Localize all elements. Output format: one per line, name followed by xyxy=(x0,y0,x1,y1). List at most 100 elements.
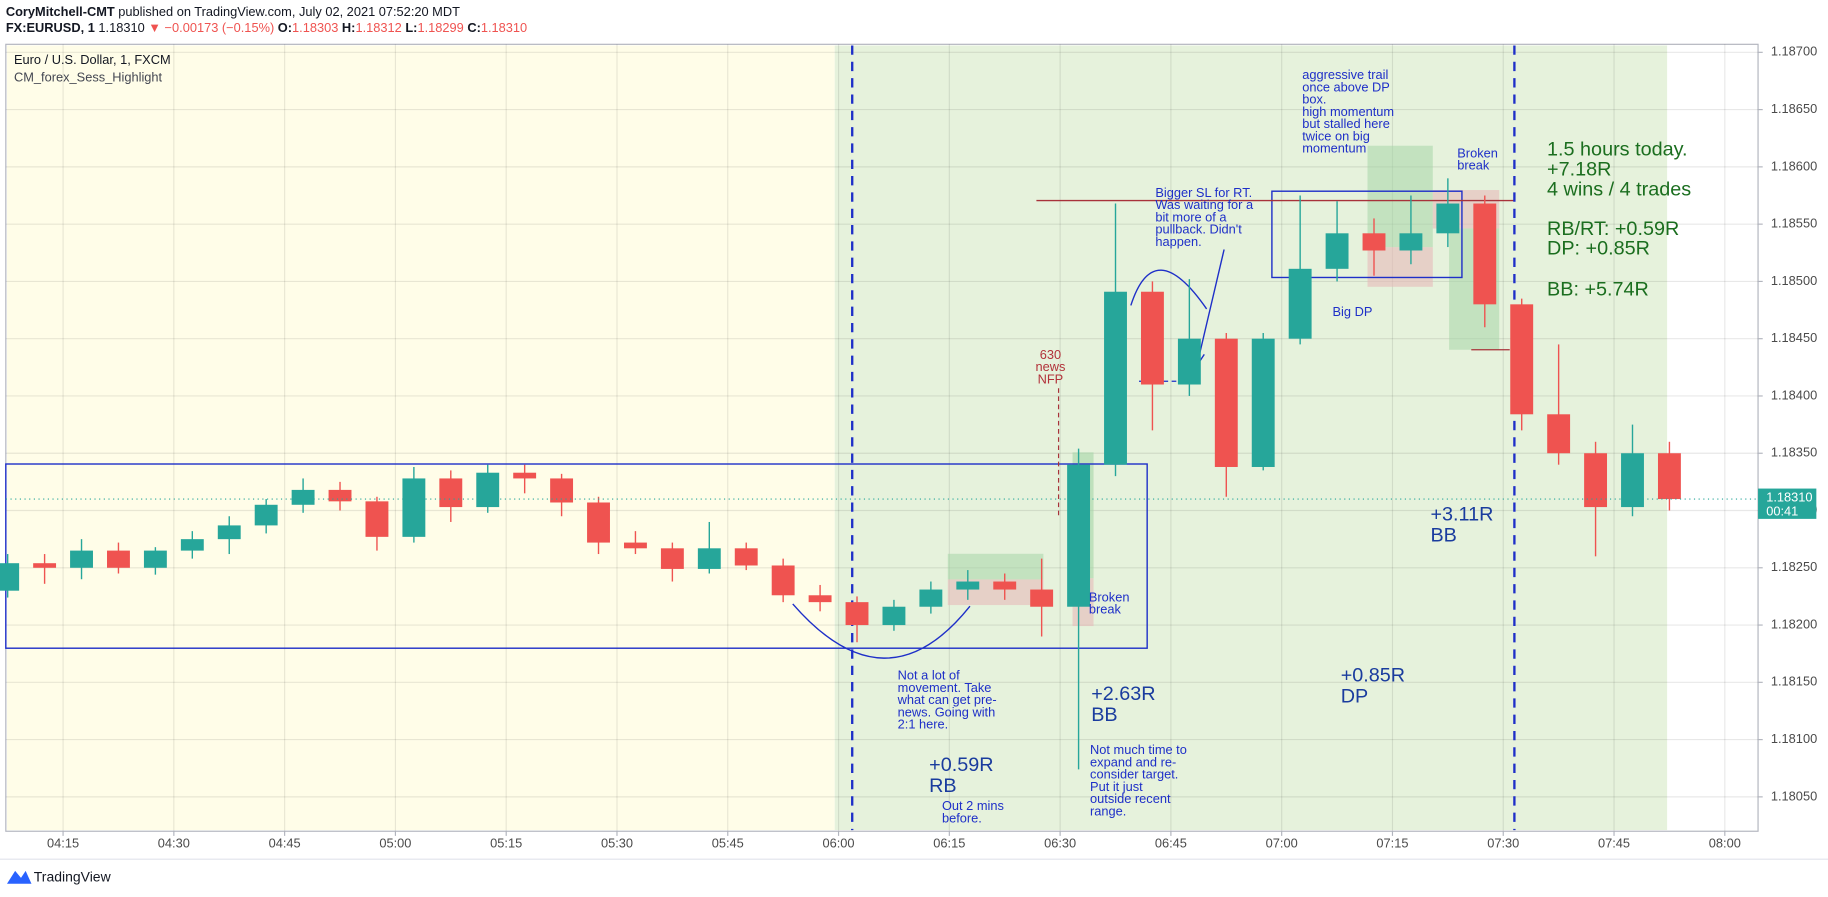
annotation-line: news. Going with xyxy=(898,704,996,719)
x-tick-label: 08:00 xyxy=(1709,835,1741,850)
countdown-label: 00:41 xyxy=(1766,503,1798,518)
x-tick-label: 06:30 xyxy=(1044,835,1076,850)
target-box xyxy=(947,553,1044,580)
candle-body xyxy=(1473,203,1497,305)
x-tick-label: 04:30 xyxy=(158,835,190,850)
annotation-line: +2.63R xyxy=(1091,683,1155,705)
annotation-line: 2:1 here. xyxy=(898,717,949,732)
annotation-line: but stalled here xyxy=(1302,116,1390,131)
annotation-line: momentum xyxy=(1302,141,1366,156)
candle-body xyxy=(328,489,352,502)
chart-title: Euro / U.S. Dollar, 1, FXCM xyxy=(14,52,171,67)
annotation-line: 4 wins / 4 trades xyxy=(1547,178,1691,200)
annotation-line: Broken xyxy=(1457,145,1498,160)
annotation-line: Put it just xyxy=(1090,779,1143,794)
y-tick-label: 1.18350 xyxy=(1771,445,1817,460)
candle-body xyxy=(180,539,204,551)
ohlc-key: C: xyxy=(467,21,481,36)
x-tick-label: 04:15 xyxy=(47,835,79,850)
annotation-line: Out 2 mins xyxy=(942,798,1004,813)
candle-body xyxy=(882,606,906,626)
x-tick-label: 07:30 xyxy=(1487,835,1519,850)
candle-body xyxy=(402,478,426,537)
ohlc-key: H: xyxy=(342,21,356,36)
author: CoryMitchell-CMT xyxy=(6,4,115,19)
candle-body xyxy=(845,602,869,626)
candle-body xyxy=(1067,464,1091,607)
annotation-line: Broken xyxy=(1089,589,1130,604)
annotation-line: Big DP xyxy=(1333,304,1373,319)
candle-body xyxy=(513,472,537,479)
session-london xyxy=(834,45,1668,831)
x-tick-label: 07:45 xyxy=(1598,835,1630,850)
ohlc-value: 1.18303 xyxy=(292,21,338,36)
session-asia xyxy=(6,45,835,831)
annotation-line: pullback. Didn't xyxy=(1155,222,1242,237)
candle-body xyxy=(1510,304,1534,415)
candle-body xyxy=(1547,414,1571,454)
last-price-label: 1.18310 xyxy=(1766,489,1812,504)
candle-body xyxy=(697,548,721,569)
y-tick-label: 1.18450 xyxy=(1771,330,1817,345)
annotation-line: 1.5 hours today. xyxy=(1547,139,1688,161)
last: 1.18310 xyxy=(98,21,144,36)
candle-body xyxy=(1584,453,1608,508)
annotation-line: +7.18R xyxy=(1547,158,1611,180)
x-tick-label: 06:00 xyxy=(823,835,855,850)
stop-box xyxy=(1367,247,1433,287)
y-tick-label: 1.18700 xyxy=(1771,44,1817,59)
ohlc-key: L: xyxy=(405,21,417,36)
range-box xyxy=(5,463,1148,649)
candle-body xyxy=(143,550,167,568)
y-tick-label: 1.18250 xyxy=(1771,559,1817,574)
annotation-line: NFP xyxy=(1038,371,1064,386)
candle-body xyxy=(33,563,57,568)
annotation-line: 630 xyxy=(1040,347,1061,362)
annotation-line: BB: +5.74R xyxy=(1547,279,1649,301)
candle-body xyxy=(623,542,647,549)
target-box xyxy=(1367,145,1433,248)
x-tick-label: 06:45 xyxy=(1155,835,1187,850)
candle-body xyxy=(1104,291,1127,465)
candle-body xyxy=(993,581,1017,590)
candles xyxy=(0,178,1681,770)
candle-body xyxy=(1362,233,1386,251)
symbol-line: FX:EURUSD, 1 1.18310 ▼ −0.00173 (−0.15%)… xyxy=(6,21,527,36)
grid xyxy=(5,44,1759,832)
candle-body xyxy=(734,548,758,566)
candle-body xyxy=(1621,453,1644,508)
annotation-line: BB xyxy=(1430,525,1456,547)
y-tick-label: 1.18150 xyxy=(1771,674,1817,689)
ohlc-key: O: xyxy=(278,21,292,36)
y-tick-label: 1.18200 xyxy=(1771,616,1817,631)
annotation-line: box. xyxy=(1302,92,1326,107)
y-tick-label: 1.18500 xyxy=(1771,273,1817,288)
symbol: FX:EURUSD, 1 xyxy=(6,21,95,36)
y-tick-label: 1.18100 xyxy=(1771,731,1817,746)
x-tick-label: 05:30 xyxy=(601,835,633,850)
annotation-line: expand and re- xyxy=(1090,754,1176,769)
candle-body xyxy=(365,501,389,537)
annotation-line: Not much time to xyxy=(1090,742,1187,757)
annotation-line: bit more of a xyxy=(1155,209,1227,224)
annotation-line: news xyxy=(1035,359,1065,374)
candle-body xyxy=(254,504,278,526)
annotation-line: high momentum xyxy=(1302,104,1394,119)
annotation-line: BB xyxy=(1091,704,1117,726)
annotation-line: happen. xyxy=(1155,234,1201,249)
candle-body xyxy=(1399,233,1423,251)
ohlc-value: 1.18310 xyxy=(481,21,527,36)
dp-box xyxy=(1271,190,1463,279)
candle-body xyxy=(0,563,20,591)
candle-body xyxy=(919,589,943,607)
last-price-tag xyxy=(1758,488,1817,519)
candle-body xyxy=(1030,589,1054,607)
candle-body xyxy=(1288,268,1312,339)
annotation-line: Was waiting for a xyxy=(1155,197,1254,212)
candle-body xyxy=(660,548,684,569)
annotation-line: what can get pre- xyxy=(897,692,997,707)
candle-body xyxy=(70,550,93,568)
y-tick-label: 1.18600 xyxy=(1771,158,1817,173)
